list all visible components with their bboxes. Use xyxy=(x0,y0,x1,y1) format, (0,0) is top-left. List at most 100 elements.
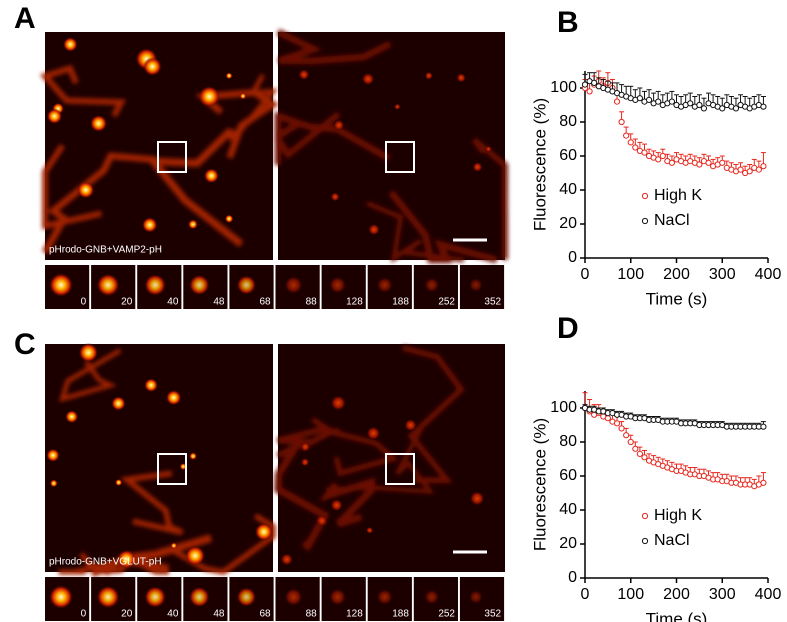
puncta xyxy=(472,162,483,173)
y-tick-label: 100 xyxy=(550,79,577,96)
frame-spot xyxy=(468,589,483,605)
puncta xyxy=(330,498,343,512)
frame-label: 188 xyxy=(392,609,409,620)
data-point xyxy=(645,96,653,104)
puncta xyxy=(300,441,311,452)
data-point xyxy=(636,450,644,457)
frame-label: 352 xyxy=(484,297,501,308)
neurite xyxy=(388,190,498,264)
puncta xyxy=(224,214,234,223)
data-point xyxy=(627,438,634,446)
puncta xyxy=(330,192,340,202)
frame-spot xyxy=(328,276,347,294)
data-point xyxy=(687,100,694,107)
neurites xyxy=(58,348,276,578)
data-point xyxy=(591,79,598,87)
data-point xyxy=(760,163,767,170)
puncta xyxy=(330,395,347,411)
frame-spot xyxy=(236,587,257,607)
data-point xyxy=(746,168,753,175)
data-point xyxy=(732,105,740,112)
data-point xyxy=(668,159,676,166)
puncta xyxy=(366,526,374,534)
x-axis-label: Time (s) xyxy=(646,609,708,622)
puncta xyxy=(78,342,99,363)
frame-label: 128 xyxy=(346,297,363,308)
frame-spot xyxy=(376,588,393,606)
data-point xyxy=(613,420,621,427)
data-point xyxy=(719,105,726,112)
neurite xyxy=(58,557,170,575)
puncta xyxy=(469,491,485,506)
puncta xyxy=(188,219,198,230)
y-tick-label: 60 xyxy=(559,467,577,484)
frame-label: 48 xyxy=(213,297,225,308)
puncta xyxy=(298,69,310,81)
puncta xyxy=(115,478,123,486)
x-tick-label: 400 xyxy=(755,266,782,283)
roi-box xyxy=(385,141,415,173)
frame-label: 68 xyxy=(259,609,271,620)
y-tick-label: 40 xyxy=(559,501,577,518)
data-point xyxy=(636,95,644,102)
data-point xyxy=(627,139,634,146)
puncta xyxy=(143,57,162,76)
puncta xyxy=(239,92,247,100)
data-point xyxy=(623,132,630,139)
roi-box xyxy=(157,141,187,173)
puncta xyxy=(185,545,206,566)
panel-letter: C xyxy=(14,328,36,361)
puncta xyxy=(424,71,433,80)
puncta xyxy=(485,145,492,153)
y-tick-label: 80 xyxy=(559,433,577,450)
puncta xyxy=(142,217,158,233)
legend-label: NaCl xyxy=(654,532,690,549)
legend-marker xyxy=(641,217,649,225)
data-point xyxy=(755,166,762,173)
x-tick-label: 100 xyxy=(617,266,644,283)
frame-label: 88 xyxy=(306,297,318,308)
data-point xyxy=(655,156,662,163)
data-point xyxy=(586,88,593,95)
image-label: pHrodo-GNB+VGLUT-pH xyxy=(49,557,162,568)
y-axis-label: Fluorescence (%) xyxy=(530,98,549,231)
frame-spot xyxy=(284,587,303,607)
data-point xyxy=(696,101,703,109)
puncta xyxy=(316,514,328,527)
y-tick-label: 40 xyxy=(559,181,577,198)
frame-label: 88 xyxy=(306,609,318,620)
puncta xyxy=(368,223,380,236)
puncta xyxy=(179,463,187,470)
frame-spot xyxy=(284,275,303,295)
neurite xyxy=(276,29,392,65)
puncta xyxy=(166,389,182,406)
data-point xyxy=(700,105,708,112)
frame-spot xyxy=(328,588,347,606)
panel-letter: D xyxy=(557,312,579,345)
puncta xyxy=(366,426,381,441)
puncta xyxy=(90,114,108,132)
puncta xyxy=(77,181,95,199)
legend-label: NaCl xyxy=(654,212,690,229)
puncta xyxy=(46,448,60,462)
neurite xyxy=(402,345,465,484)
frame-spot xyxy=(468,277,483,293)
micrograph xyxy=(278,32,505,260)
legend-label: High K xyxy=(654,507,702,524)
puncta xyxy=(189,452,197,460)
frame-spot xyxy=(188,274,210,296)
neurite xyxy=(326,427,435,494)
roi-box xyxy=(385,453,415,485)
frame-label: 252 xyxy=(438,609,455,620)
data-point xyxy=(641,454,648,461)
puncta xyxy=(456,73,466,83)
y-tick-label: 0 xyxy=(568,569,577,586)
neurite xyxy=(59,348,122,403)
frame-label: 40 xyxy=(167,297,179,308)
puncta xyxy=(117,549,137,569)
x-tick-label: 100 xyxy=(617,586,644,603)
frame-label: 128 xyxy=(346,609,363,620)
neurite xyxy=(274,111,341,166)
data-point xyxy=(623,432,630,439)
